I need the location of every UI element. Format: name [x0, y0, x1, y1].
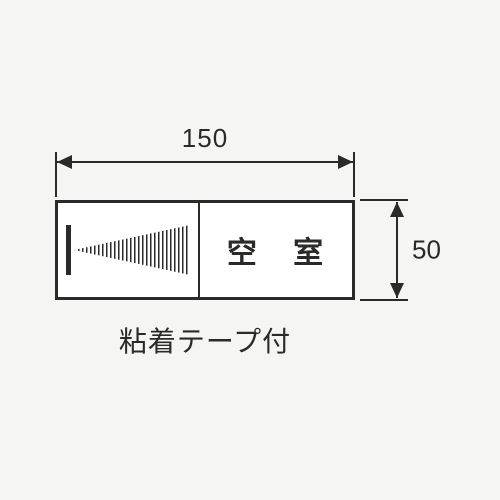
extension-line-right	[353, 152, 355, 197]
arrowhead-down-icon	[390, 283, 404, 298]
arrowhead-left-icon	[57, 155, 72, 169]
dimension-line	[57, 161, 353, 163]
hatched-arrow	[66, 225, 190, 275]
extension-line-bottom	[360, 299, 408, 301]
sign-left-cell	[58, 203, 200, 297]
arrowhead-right-icon	[338, 155, 353, 169]
extension-line-top	[360, 199, 408, 201]
sign-plate: 空 室	[55, 200, 355, 300]
dimension-height: 50	[360, 200, 460, 300]
arrow-bar	[66, 225, 71, 275]
dimension-height-value: 50	[412, 235, 441, 266]
sign-text: 空 室	[227, 228, 337, 272]
arrow-hatch-icon	[74, 225, 190, 275]
arrowhead-up-icon	[390, 202, 404, 217]
caption-text: 粘着テープ付	[55, 320, 355, 360]
diagram-stage: 150 空 室 50 粘着テープ付	[0, 0, 500, 500]
sign-right-cell: 空 室	[200, 203, 352, 297]
dimension-width-value: 150	[55, 123, 355, 154]
